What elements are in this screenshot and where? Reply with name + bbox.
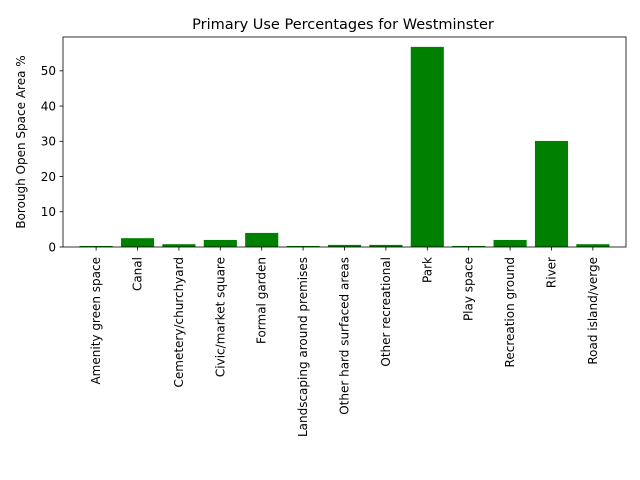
y-tick-label: 30 — [41, 135, 56, 149]
bar — [410, 46, 444, 248]
y-tick-label: 50 — [41, 64, 56, 78]
x-tick-label: Road island/verge — [586, 257, 600, 365]
bar — [286, 245, 320, 247]
bar — [79, 245, 113, 247]
chart-title: Primary Use Percentages for Westminster — [192, 17, 494, 33]
y-tick-label: 40 — [41, 99, 56, 113]
y-axis-label: Borough Open Space Area % — [14, 55, 28, 228]
y-tick-label: 0 — [48, 240, 56, 254]
x-tick-label: Cemetery/churchyard — [172, 257, 186, 387]
bars-group — [79, 46, 610, 248]
bar — [452, 245, 486, 247]
y-tick-label: 10 — [41, 205, 56, 219]
x-tick-label: Civic/market square — [213, 257, 227, 377]
x-tick-label: Other hard surfaced areas — [338, 257, 352, 415]
bar — [245, 232, 279, 247]
x-tick-label: River — [544, 257, 558, 288]
x-tick-label: Park — [420, 257, 434, 283]
bar — [327, 244, 362, 247]
x-tick-label: Other recreational — [379, 257, 393, 367]
bar — [534, 140, 569, 247]
bar — [576, 244, 610, 247]
x-tick-label: Formal garden — [255, 257, 269, 344]
plot-area-frame — [62, 36, 627, 248]
x-axis-ticks: Amenity green space Canal Cemetery/churchy… — [89, 247, 600, 437]
x-tick-label: Play space — [462, 257, 476, 321]
x-tick-label: Canal — [131, 257, 145, 291]
bar — [203, 239, 237, 247]
bar — [493, 239, 527, 247]
y-axis-ticks: 0 10 20 30 40 50 — [41, 64, 63, 254]
bar — [162, 244, 196, 247]
x-tick-label: Recreation ground — [503, 257, 517, 367]
x-tick-label: Amenity green space — [89, 257, 103, 385]
y-tick-label: 20 — [41, 170, 56, 184]
x-tick-label: Landscaping around premises — [296, 257, 310, 437]
bar — [120, 238, 155, 247]
bar — [369, 244, 403, 247]
